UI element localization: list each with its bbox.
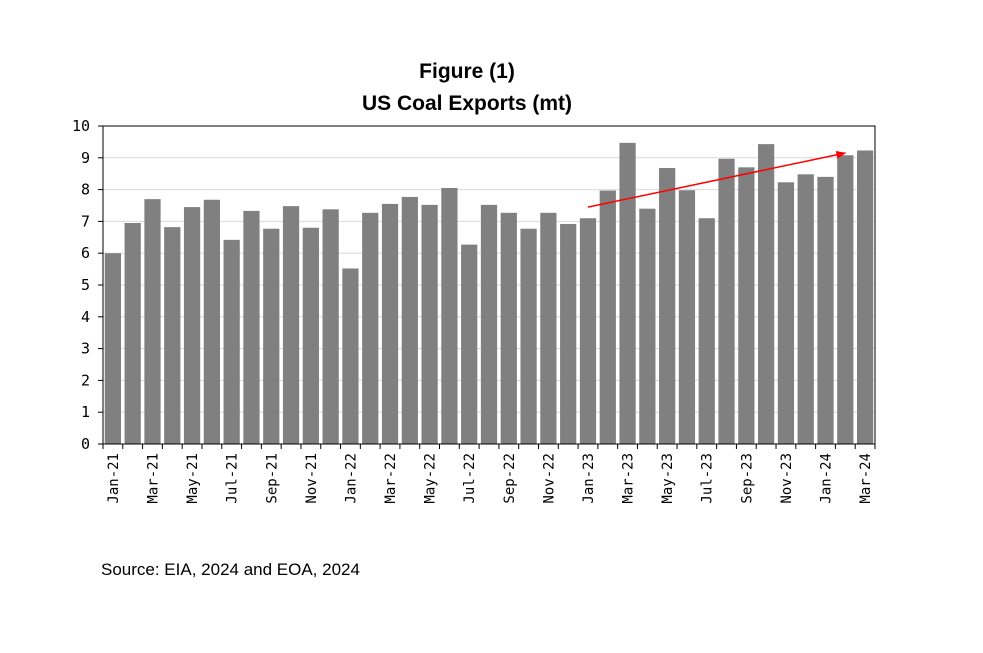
bar-jan-24 — [817, 176, 834, 444]
bar-jun-22 — [441, 188, 458, 444]
x-tick-label: Nov-22 — [541, 453, 557, 504]
bar-jul-23 — [698, 218, 715, 444]
y-tick-label: 4 — [81, 308, 90, 326]
bar-may-22 — [421, 204, 438, 444]
bar-mar-22 — [381, 203, 399, 444]
x-tick-label: Jul-23 — [700, 453, 716, 504]
x-tick-label: Sep-21 — [264, 453, 280, 504]
x-tick-label: Mar-21 — [145, 453, 161, 504]
bar-feb-21 — [124, 222, 141, 444]
x-tick-label: May-21 — [185, 453, 201, 504]
x-tick-label: Mar-22 — [383, 453, 399, 504]
x-tick-label: Jan-23 — [581, 453, 597, 504]
bar-sep-22 — [500, 212, 517, 444]
bar-mar-23 — [619, 142, 636, 444]
y-tick-label: 6 — [81, 244, 90, 262]
bar-jun-23 — [678, 190, 696, 444]
bar-jan-21 — [104, 253, 122, 444]
bar-dec-23 — [797, 174, 814, 444]
bar-jun-21 — [203, 199, 220, 444]
bars — [104, 142, 874, 445]
y-tick-label: 9 — [81, 149, 90, 167]
bar-jul-21 — [223, 239, 240, 444]
y-tick-label: 8 — [81, 181, 90, 199]
bar-jan-23 — [579, 218, 597, 444]
x-tick-label: Mar-23 — [621, 453, 637, 504]
bar-apr-22 — [401, 196, 418, 444]
bar-nov-22 — [540, 212, 557, 444]
x-tick-label: Jan-22 — [343, 453, 359, 504]
x-tick-label: May-22 — [423, 453, 439, 504]
bar-dec-21 — [322, 209, 339, 444]
x-tick-label: May-23 — [660, 453, 676, 504]
y-tick-label: 10 — [72, 117, 90, 135]
bar-apr-23 — [639, 208, 656, 444]
bar-jul-22 — [461, 244, 478, 444]
x-tick-label: Jan-21 — [106, 453, 122, 504]
bar-aug-21 — [243, 210, 260, 444]
y-tick-label: 3 — [81, 340, 90, 358]
y-tick-label: 1 — [81, 403, 90, 421]
y-tick-label: 2 — [81, 371, 90, 389]
y-tick-label: 0 — [81, 435, 90, 453]
bar-nov-21 — [302, 227, 319, 444]
bar-sep-21 — [263, 228, 280, 444]
bar-mar-21 — [144, 199, 161, 444]
chart-title: Figure (1) — [419, 60, 515, 83]
x-tick-label: Mar-24 — [858, 453, 874, 504]
bar-oct-23 — [758, 144, 775, 444]
x-tick-label: Jul-21 — [225, 453, 241, 504]
bar-feb-23 — [599, 190, 616, 444]
bar-may-23 — [659, 167, 676, 444]
x-tick-label: Jul-22 — [462, 453, 478, 504]
y-axis: 0 1 2 3 4 5 6 7 8 9 10 — [72, 117, 103, 453]
y-tick-label: 7 — [81, 212, 90, 230]
x-tick-label: Nov-21 — [304, 453, 320, 504]
x-axis: Jan-21 Mar-21 May-21 Jul-21 Sep-21 Nov-21 Jan-… — [102, 444, 876, 504]
bar-oct-21 — [282, 206, 300, 444]
x-tick-label: Nov-23 — [779, 453, 795, 504]
bar-dec-22 — [560, 223, 577, 444]
bar-mar-24 — [856, 150, 874, 444]
bar-aug-22 — [480, 204, 498, 444]
x-tick-label: Sep-23 — [739, 453, 755, 504]
bar-feb-22 — [362, 212, 379, 444]
y-tick-label: 5 — [81, 276, 90, 294]
x-tick-label: Jan-24 — [819, 453, 835, 504]
x-tick-label: Sep-22 — [502, 453, 518, 504]
source-note: Source: EIA, 2024 and EOA, 2024 — [101, 560, 360, 579]
trend-arrow — [587, 150, 847, 208]
bar-sep-23 — [738, 167, 755, 444]
bar-jan-22 — [342, 268, 359, 444]
bar-apr-21 — [164, 227, 181, 444]
chart-subtitle: US Coal Exports (mt) — [362, 92, 572, 115]
bar-feb-24 — [837, 155, 854, 445]
bar-may-21 — [183, 207, 201, 444]
bar-nov-23 — [777, 182, 795, 444]
bar-aug-23 — [718, 158, 735, 444]
bar-oct-22 — [520, 228, 537, 444]
